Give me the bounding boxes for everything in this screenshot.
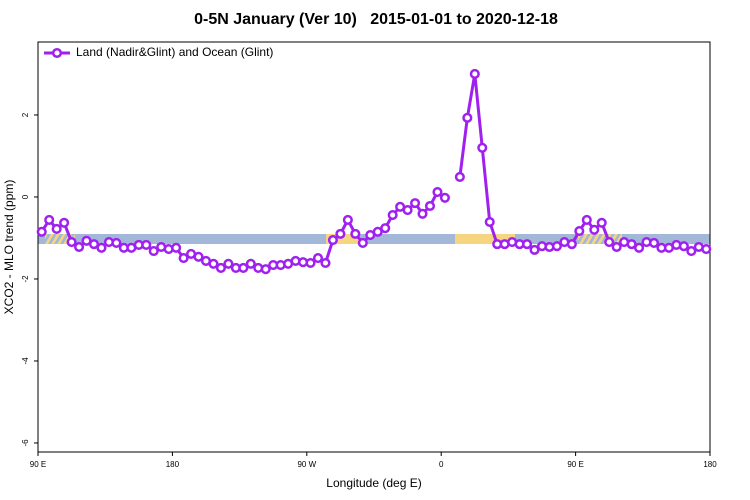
point	[178, 253, 189, 264]
point	[678, 241, 689, 252]
point	[215, 262, 226, 273]
point	[522, 239, 533, 250]
x-axis-label: Longitude (deg E)	[326, 476, 421, 490]
point	[402, 205, 413, 216]
point	[320, 257, 331, 269]
x-tick-label: 0	[439, 460, 444, 469]
point	[410, 198, 421, 209]
y-tick-label: 0	[21, 194, 30, 199]
point	[634, 242, 645, 253]
point	[350, 228, 361, 239]
point	[245, 258, 256, 269]
x-tick-label: 90 E	[30, 460, 46, 469]
surface-band	[38, 234, 710, 244]
point	[141, 239, 152, 250]
point	[260, 264, 271, 275]
point	[604, 237, 615, 248]
y-tick-label: -4	[21, 357, 30, 365]
point	[335, 228, 346, 239]
point	[88, 239, 100, 250]
point	[312, 253, 324, 264]
point	[238, 262, 249, 273]
chart-title: 0-5N January (Ver 10) 2015-01-01 to 2020…	[194, 11, 558, 28]
point	[305, 257, 316, 269]
point	[469, 68, 480, 80]
point	[208, 258, 219, 269]
point	[596, 217, 607, 228]
point	[59, 217, 70, 228]
point	[611, 241, 622, 253]
y-tick-label: -2	[21, 275, 30, 283]
point	[111, 237, 122, 248]
point	[589, 224, 600, 235]
point	[454, 171, 465, 182]
point	[566, 239, 577, 250]
point	[223, 258, 234, 269]
point	[432, 187, 443, 198]
point	[387, 209, 398, 221]
y-tick-label: 2	[21, 112, 30, 117]
point	[439, 192, 450, 203]
legend-marker	[51, 47, 63, 59]
legend-label: Land (Nadir&Glint) and Ocean (Glint)	[76, 45, 273, 59]
point	[372, 226, 383, 237]
y-tick-label: -6	[21, 439, 30, 447]
y-axis-label: XCO2 - MLO trend (ppm)	[2, 180, 16, 315]
point	[193, 251, 204, 262]
point	[686, 246, 697, 257]
point	[484, 216, 495, 228]
point	[477, 142, 488, 153]
x-tick-label: 90 E	[567, 460, 583, 469]
point	[327, 234, 338, 246]
x-tick-label: 180	[166, 460, 180, 469]
point	[342, 214, 353, 225]
point	[529, 244, 540, 255]
point	[74, 241, 85, 253]
point	[701, 244, 712, 255]
x-tick-label: 90 W	[297, 460, 316, 469]
point	[44, 214, 55, 225]
x-tick-label: 180	[703, 460, 717, 469]
point	[171, 242, 182, 253]
point	[551, 241, 562, 252]
point	[581, 214, 592, 225]
point	[51, 223, 62, 235]
point	[380, 223, 391, 234]
point	[96, 242, 107, 253]
point	[626, 239, 637, 250]
point	[36, 226, 47, 237]
point	[462, 112, 473, 123]
point	[66, 237, 77, 248]
point	[574, 225, 585, 237]
point	[417, 208, 428, 219]
point	[148, 246, 159, 257]
point	[424, 200, 436, 212]
point	[357, 237, 368, 248]
point	[648, 237, 660, 248]
